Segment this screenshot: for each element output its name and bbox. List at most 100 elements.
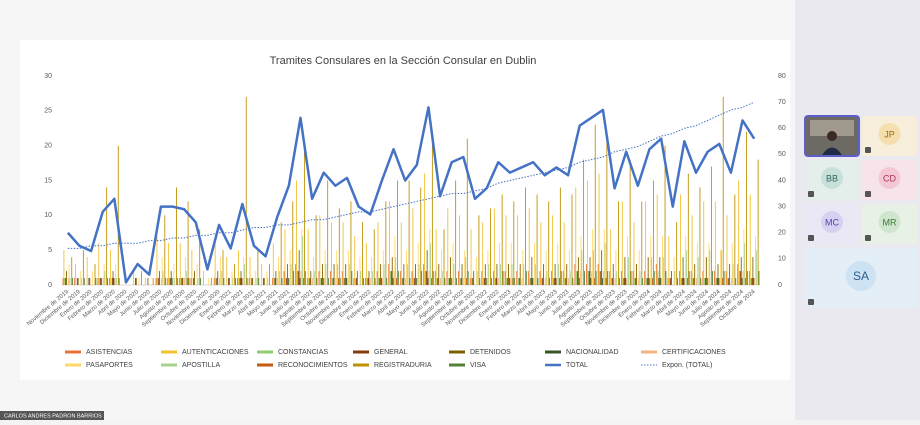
bar bbox=[523, 264, 525, 285]
bar bbox=[541, 278, 543, 285]
bar bbox=[530, 278, 532, 285]
bar bbox=[533, 278, 535, 285]
bar bbox=[641, 201, 643, 285]
bar bbox=[386, 278, 388, 285]
bar bbox=[460, 278, 462, 285]
bar bbox=[581, 250, 583, 285]
bar bbox=[403, 264, 405, 285]
bar bbox=[502, 271, 504, 285]
bar bbox=[178, 278, 180, 285]
mic-muted-icon bbox=[808, 191, 814, 197]
bar bbox=[546, 271, 548, 285]
bar bbox=[234, 264, 236, 285]
bar bbox=[208, 278, 210, 285]
bar bbox=[331, 222, 332, 285]
participant-tile[interactable]: JP bbox=[862, 116, 917, 156]
bar bbox=[592, 229, 594, 285]
bar bbox=[700, 278, 702, 285]
bar bbox=[290, 264, 292, 285]
avatar-circle bbox=[821, 211, 843, 233]
bar bbox=[455, 180, 457, 285]
participant-tile[interactable]: MR bbox=[862, 204, 917, 244]
bar bbox=[86, 257, 88, 285]
bar bbox=[728, 278, 730, 285]
bar bbox=[417, 243, 419, 285]
bar bbox=[138, 278, 140, 285]
bar bbox=[210, 278, 212, 285]
bar bbox=[441, 271, 443, 285]
bar bbox=[72, 278, 74, 285]
y2-tick-label: 60 bbox=[778, 125, 786, 132]
bar bbox=[185, 257, 186, 285]
bar bbox=[618, 201, 619, 285]
bar bbox=[655, 264, 657, 285]
participant-tile[interactable]: CD bbox=[862, 160, 917, 200]
bar bbox=[296, 180, 297, 285]
bar bbox=[237, 278, 238, 285]
bar bbox=[564, 278, 566, 285]
bar bbox=[232, 278, 234, 285]
bar bbox=[185, 271, 187, 285]
bar bbox=[622, 278, 624, 285]
bar bbox=[62, 278, 64, 285]
bar bbox=[367, 278, 369, 285]
bar bbox=[272, 243, 274, 285]
participant-tile[interactable]: SA bbox=[805, 248, 917, 308]
bar bbox=[737, 264, 739, 285]
bar bbox=[483, 278, 484, 285]
bar bbox=[739, 271, 740, 285]
bar bbox=[102, 278, 104, 285]
legend-label: RECONOCIMIENTOS bbox=[278, 362, 348, 369]
bar bbox=[332, 278, 334, 285]
bar bbox=[731, 243, 733, 285]
bar bbox=[469, 278, 471, 285]
bar bbox=[343, 278, 345, 285]
bar bbox=[726, 215, 728, 285]
bar bbox=[589, 257, 591, 285]
bar bbox=[377, 222, 379, 285]
bar bbox=[156, 236, 158, 285]
presenter-name: CARLOS ANDRES PADRON BARRIOS bbox=[4, 413, 102, 419]
bar bbox=[274, 278, 276, 285]
bar bbox=[593, 278, 595, 285]
bar bbox=[717, 264, 719, 285]
bar bbox=[521, 278, 523, 285]
bar bbox=[478, 215, 480, 285]
bar bbox=[347, 250, 349, 285]
bar bbox=[691, 215, 693, 285]
bar bbox=[307, 229, 309, 285]
bar bbox=[661, 236, 663, 285]
bar bbox=[604, 243, 606, 285]
bar bbox=[173, 264, 175, 285]
bar bbox=[318, 271, 320, 285]
video-tile[interactable] bbox=[804, 115, 860, 157]
bar bbox=[707, 278, 709, 285]
participant-tile[interactable]: BB bbox=[805, 160, 859, 200]
bar bbox=[456, 278, 457, 285]
bar bbox=[346, 278, 348, 285]
bar bbox=[365, 243, 367, 285]
bar bbox=[315, 215, 317, 285]
bar bbox=[301, 229, 303, 285]
bar bbox=[217, 271, 219, 285]
bar bbox=[374, 278, 376, 285]
bar bbox=[607, 271, 609, 285]
bar bbox=[188, 278, 190, 285]
bar bbox=[103, 264, 105, 285]
avatar-initials: SA bbox=[853, 269, 869, 283]
bar bbox=[475, 257, 477, 285]
y2-tick-label: 30 bbox=[778, 203, 786, 210]
bar bbox=[106, 187, 108, 285]
bar bbox=[242, 278, 244, 285]
bar bbox=[83, 278, 85, 285]
bar bbox=[638, 250, 640, 285]
bar bbox=[245, 96, 247, 286]
bar bbox=[660, 278, 662, 285]
bar bbox=[355, 278, 357, 285]
participant-tile[interactable]: MC bbox=[805, 204, 859, 244]
bar bbox=[509, 278, 510, 285]
bar bbox=[594, 124, 596, 286]
bar bbox=[350, 201, 352, 285]
bar bbox=[465, 278, 467, 285]
legend-label: REGISTRADURIA bbox=[374, 362, 432, 369]
